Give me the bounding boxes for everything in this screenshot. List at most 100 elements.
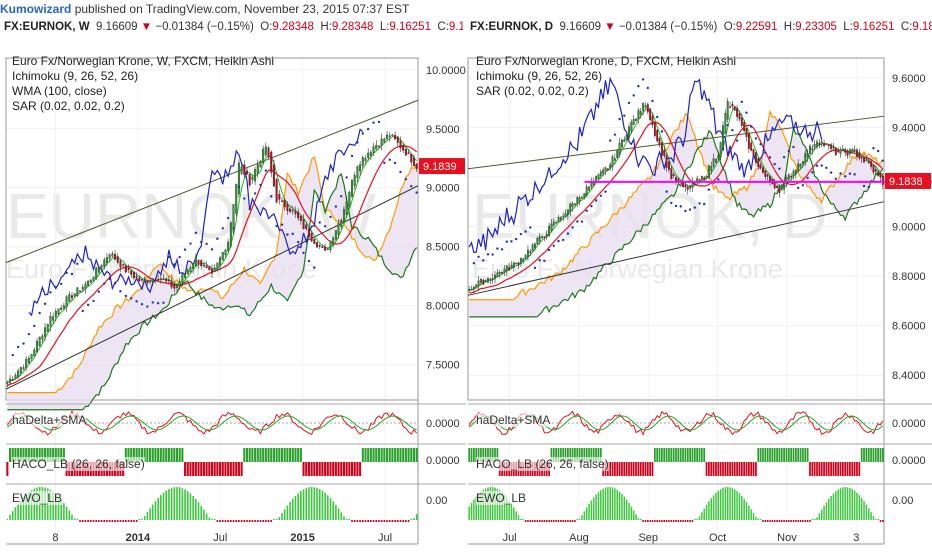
candle-body	[108, 254, 111, 259]
haco-bar	[243, 448, 246, 462]
candle-body	[851, 149, 854, 153]
right-symbol-header: FX:EURNOK, D 9.16609 ▼ −0.01384 (−0.15%)…	[470, 18, 932, 36]
candle-body	[635, 118, 637, 121]
candle-body	[548, 225, 551, 236]
haco-bar	[470, 448, 473, 462]
sar-dot	[377, 120, 381, 124]
candle-body	[324, 246, 327, 251]
haco-bar	[670, 448, 673, 462]
candle-body	[138, 277, 141, 281]
left-chart-title[interactable]: Euro Fx/Norwegian Krone, W, FXCM, Heikin…	[12, 54, 275, 68]
left-indicator-wma[interactable]: WMA (100, close)	[12, 84, 107, 98]
candle-body	[380, 138, 383, 146]
sar-dot	[646, 86, 649, 90]
right-subpanel-haco-label[interactable]: HACO_LB (26, 26, false)	[476, 457, 609, 471]
haco-bar	[592, 448, 595, 462]
candle-body	[221, 252, 224, 261]
ewo-bar	[647, 520, 649, 522]
sar-dot	[731, 128, 734, 132]
candle-body	[259, 160, 262, 168]
ewo-bar	[405, 520, 407, 522]
sar-dot	[482, 259, 485, 262]
left-c-label: C:	[437, 21, 449, 33]
left-indicator-sar[interactable]: SAR (0.02, 0.02, 0.2)	[12, 99, 125, 113]
candle-body	[778, 187, 781, 193]
ewo-bar	[501, 492, 503, 520]
haco-bar	[684, 448, 687, 462]
ewo-bar	[750, 509, 752, 520]
ewo-bar	[684, 520, 687, 522]
ewo-bar	[235, 520, 238, 522]
sar-dot	[557, 239, 560, 243]
haco-bar	[286, 448, 289, 462]
candle-body	[237, 162, 240, 195]
left-subpanel-ewo-label[interactable]: EWO_LB	[12, 491, 63, 505]
right-indicator-ichimoku[interactable]: Ichimoku (9, 26, 52, 26)	[476, 69, 603, 83]
haco-bar	[574, 448, 576, 462]
ewo-bar	[792, 520, 795, 522]
haco-bar	[578, 448, 581, 462]
candle-body	[353, 175, 356, 187]
ewo-bar	[160, 495, 162, 520]
sar-dot	[372, 121, 375, 124]
haco-bar	[388, 448, 391, 462]
candle-body	[557, 216, 560, 223]
right-indicator-sar[interactable]: SAR (0.02, 0.02, 0.2)	[476, 84, 589, 98]
right-symbol[interactable]: FX:EURNOK, D	[470, 21, 554, 33]
ewo-bar	[642, 520, 644, 522]
haco-bar	[491, 448, 494, 462]
ewo-bar	[30, 490, 33, 520]
candle-body	[305, 224, 308, 229]
sar-dot	[49, 291, 52, 294]
candle-body	[95, 267, 98, 279]
candle-body	[870, 161, 873, 167]
haco-bar	[412, 448, 416, 462]
candle-body	[581, 197, 583, 199]
sar-dot	[361, 132, 364, 135]
sar-dot	[529, 226, 532, 229]
candle-body	[351, 179, 354, 197]
right-subpanel-hadelta-label[interactable]: haDelta+SMA	[476, 413, 551, 427]
right-c-label: C:	[900, 21, 913, 33]
left-subpanel-haco-label[interactable]: HACO_LB (26, 26, false)	[12, 457, 145, 471]
haco-bar	[870, 448, 872, 462]
ewo-bar	[473, 499, 475, 520]
candle-body	[404, 148, 407, 156]
right-subpanel-ewo-label[interactable]: EWO_LB	[476, 491, 527, 505]
ewo-bar	[267, 520, 270, 522]
right-chart-panel[interactable]: EURNOK, D Euro Fx/Norwegian Krone 8.4000…	[466, 36, 932, 550]
ewo-bar	[402, 520, 404, 522]
ewo-bar	[872, 516, 875, 520]
candle-body	[663, 149, 666, 156]
candle-body	[569, 203, 572, 212]
ewo-bar	[623, 496, 626, 520]
haco-bar	[6, 462, 9, 476]
candle-body	[625, 135, 628, 141]
haco-bar	[703, 448, 706, 462]
haco-bar	[853, 462, 856, 476]
candle-body	[281, 200, 284, 202]
candle-body	[278, 194, 281, 200]
ewo-bar	[399, 520, 402, 522]
sar-dot	[200, 240, 203, 244]
right-chart-title[interactable]: Euro Fx/Norwegian Krone, D, FXCM, Heikin…	[476, 54, 737, 68]
right-chart-svg[interactable]: EURNOK, D Euro Fx/Norwegian Krone 8.4000…	[466, 36, 932, 550]
candle-body	[396, 136, 399, 143]
candle-body	[25, 358, 28, 368]
candle-body	[529, 251, 532, 253]
left-indicator-ichimoku[interactable]: Ichimoku (9, 26, 52, 26)	[12, 69, 139, 83]
sar-dot	[787, 149, 791, 153]
ewo-bar	[672, 520, 675, 522]
ewo-bar	[701, 512, 703, 520]
candle-body	[130, 270, 133, 275]
ewo-bar	[52, 491, 54, 520]
author-link[interactable]: Kumowizard	[0, 2, 72, 16]
ewo-bar	[785, 520, 788, 522]
left-symbol[interactable]: FX:EURNOK, W	[4, 21, 90, 33]
left-subpanel-hadelta-label[interactable]: haDelta+SMA	[12, 413, 87, 427]
ewo-bar	[205, 513, 208, 520]
haco-bar	[361, 448, 364, 462]
left-chart-panel[interactable]: EURNOK, W Euro Fx/Norwegian Krone 7.5000…	[0, 36, 466, 550]
ewo-bar	[677, 520, 680, 522]
haco-bar	[329, 462, 332, 476]
